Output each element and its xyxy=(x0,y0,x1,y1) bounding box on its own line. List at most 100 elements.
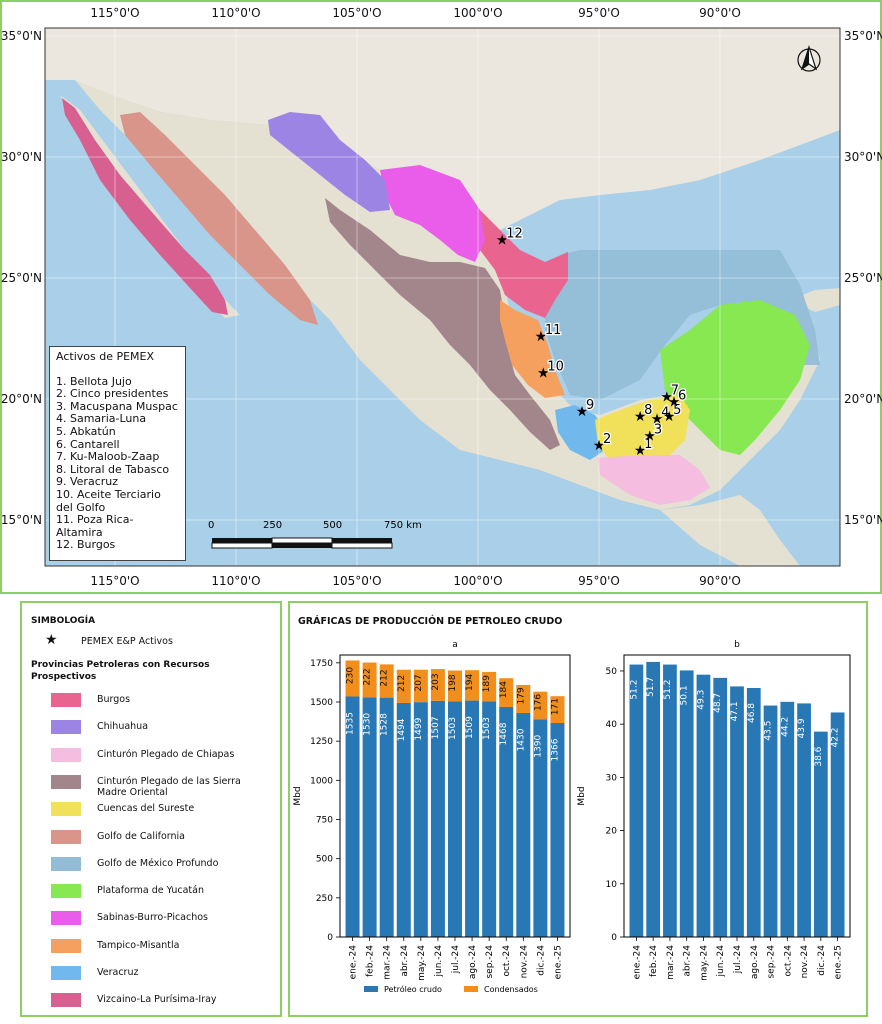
legend-province-label: Cuencas del Sureste xyxy=(97,803,195,815)
legend-province-label: Burgos xyxy=(97,694,131,705)
asset-marker-label: 5 xyxy=(673,403,681,418)
lat-label-left-20: 20°0'N xyxy=(1,392,42,406)
province-cuencas-sureste xyxy=(595,395,690,460)
legend-swatch xyxy=(51,829,81,844)
assets-title: Activos de PEMEX xyxy=(56,350,155,363)
legend-swatch xyxy=(51,993,81,1008)
lat-label-right-20: 20°0'N xyxy=(844,392,882,406)
asset-marker-label: 6 xyxy=(678,388,686,403)
lon-label-bottom-90: 90°0'O xyxy=(699,574,741,588)
legend-province-label: Chihuahua xyxy=(97,721,149,733)
star-icon: ★ xyxy=(45,632,58,648)
legend-swatch xyxy=(51,693,81,707)
province-sierra-madre-oriental xyxy=(325,198,560,450)
map-neatline xyxy=(44,27,841,567)
province-cinturon-chiapas xyxy=(598,455,710,505)
province-veracruz xyxy=(555,405,605,460)
asset-marker-star-icon: ★ xyxy=(668,394,681,410)
scale-label-750: 750 km xyxy=(384,520,422,531)
province-burgos xyxy=(475,210,568,318)
legend-province-row: Veracruz xyxy=(51,966,271,984)
lat-label-left-25: 25°0'N xyxy=(1,271,42,285)
asset-markers: ★1★2 ★3★4★5★6★7★8★9★10★11★12 xyxy=(496,225,688,459)
legend-marker-row: ★ PEMEX E&P Activos xyxy=(45,632,265,651)
legend-provinces-title: Provincias Petroleras con Recursos Prosp… xyxy=(31,660,210,682)
asset-marker-star-icon: ★ xyxy=(535,329,548,345)
asset-item: 4. Samaria-Luna xyxy=(56,412,147,426)
assets-list-box: Activos de PEMEX 1. Bellota Jujo 2. Cinc… xyxy=(49,346,186,561)
lon-label-bottom-105: 105°0'O xyxy=(332,574,381,588)
asset-marker-label: 1 xyxy=(644,437,652,452)
asset-marker-label: 4 xyxy=(661,405,669,420)
asset-marker-label: 8 xyxy=(644,403,652,418)
province-plataforma-yucatan xyxy=(660,300,810,455)
lon-label-top-100: 100°0'O xyxy=(453,6,502,20)
asset-item: 8. Litoral de Tabasco xyxy=(56,462,170,476)
lat-label-right-30: 30°0'N xyxy=(844,150,882,164)
asset-marker-star-icon: ★ xyxy=(634,443,647,459)
lon-label-top-110: 110°0'O xyxy=(211,6,260,20)
legend-province-row: Sabinas-Burro-Picachos xyxy=(51,911,271,929)
asset-marker-label: 10 xyxy=(547,359,564,374)
province-sabinas xyxy=(380,165,485,262)
charts-panel xyxy=(288,601,868,1017)
legend-province-label: Cinturón Plegado de las Sierra Madre Ori… xyxy=(97,775,241,798)
legend-province-label: Plataforma de Yucatán xyxy=(97,885,204,897)
lat-label-left-35: 35°0'N xyxy=(1,29,42,43)
asset-item: 9. Veracruz xyxy=(56,475,119,489)
land-central-america xyxy=(660,495,800,566)
legend-province-row: Cinturón Plegado de las Sierra Madre Ori… xyxy=(51,774,271,798)
legend-province-label: Vizcaino-La Purísima-Iray xyxy=(97,994,217,1006)
asset-item: 6. Cantarell xyxy=(56,437,120,451)
legend-swatch xyxy=(51,774,81,789)
legend-province-label: Golfo de México Profundo xyxy=(97,857,219,869)
lon-label-bottom-100: 100°0'O xyxy=(453,574,502,588)
province-tampico-misantla xyxy=(500,300,565,398)
asset-marker-star-icon: ★ xyxy=(651,411,664,427)
legend-panel xyxy=(20,601,282,1017)
lat-label-right-35: 35°0'N xyxy=(844,29,882,43)
legend-swatch xyxy=(51,720,81,735)
legend-province-row: Vizcaino-La Purísima-Iray xyxy=(51,993,271,1011)
asset-marker-label: 11 xyxy=(545,323,562,338)
asset-item: 2. Cinco presidentes xyxy=(56,387,169,401)
legend-swatch xyxy=(51,802,81,817)
province-golfo-california xyxy=(120,112,318,325)
legend-swatch xyxy=(51,856,81,871)
asset-marker-star-icon: ★ xyxy=(537,365,550,381)
land-baja xyxy=(60,95,240,318)
asset-marker-label: 12 xyxy=(506,226,523,241)
legend-title: SIMBOLOGÍA xyxy=(31,616,96,626)
asset-marker-star-icon: ★ xyxy=(663,409,676,425)
scale-bar: 0 250 500 750 km xyxy=(208,520,422,549)
asset-marker-star-icon: ★ xyxy=(644,428,657,444)
lon-label-top-105: 105°0'O xyxy=(332,6,381,20)
asset-item: 5. Abkatún xyxy=(56,424,116,438)
asset-marker-star-icon: ★ xyxy=(496,232,509,248)
asset-marker-label: 9 xyxy=(586,398,594,413)
asset-marker-label: 2 xyxy=(603,432,611,447)
lat-label-left-15: 15°0'N xyxy=(1,513,42,527)
legend-province-label: Tampico-Misantla xyxy=(97,939,180,951)
legend-province-row: Burgos xyxy=(51,693,271,711)
asset-item: 12. Burgos xyxy=(56,538,116,552)
asset-item: 11. Poza Rica-Altamira xyxy=(56,513,134,539)
province-golfo-mexico-profundo xyxy=(545,250,820,400)
legend-province-row: Cuencas del Sureste xyxy=(51,802,271,820)
asset-item: 7. Ku-Maloob-Zaap xyxy=(56,450,160,464)
land-north xyxy=(45,28,840,240)
legend-province-row: Golfo de México Profundo xyxy=(51,856,271,875)
legend-swatch xyxy=(51,911,81,926)
asset-marker-star-icon: ★ xyxy=(593,438,606,454)
legend-swatch xyxy=(51,966,81,980)
lon-label-bottom-95: 95°0'O xyxy=(578,574,620,588)
lon-label-top-115: 115°0'O xyxy=(90,6,139,20)
north-arrow-icon xyxy=(797,45,821,72)
asset-marker-label: 3 xyxy=(654,422,662,437)
lon-label-bottom-115: 115°0'O xyxy=(90,574,139,588)
lat-label-left-30: 30°0'N xyxy=(1,150,42,164)
legend-swatch xyxy=(51,747,81,762)
legend-province-row: Golfo de California xyxy=(51,829,271,848)
legend-swatch xyxy=(51,938,81,953)
charts-title: GRÁFICAS DE PRODUCCIÓN DE PETROLEO CRUDO xyxy=(298,616,563,627)
